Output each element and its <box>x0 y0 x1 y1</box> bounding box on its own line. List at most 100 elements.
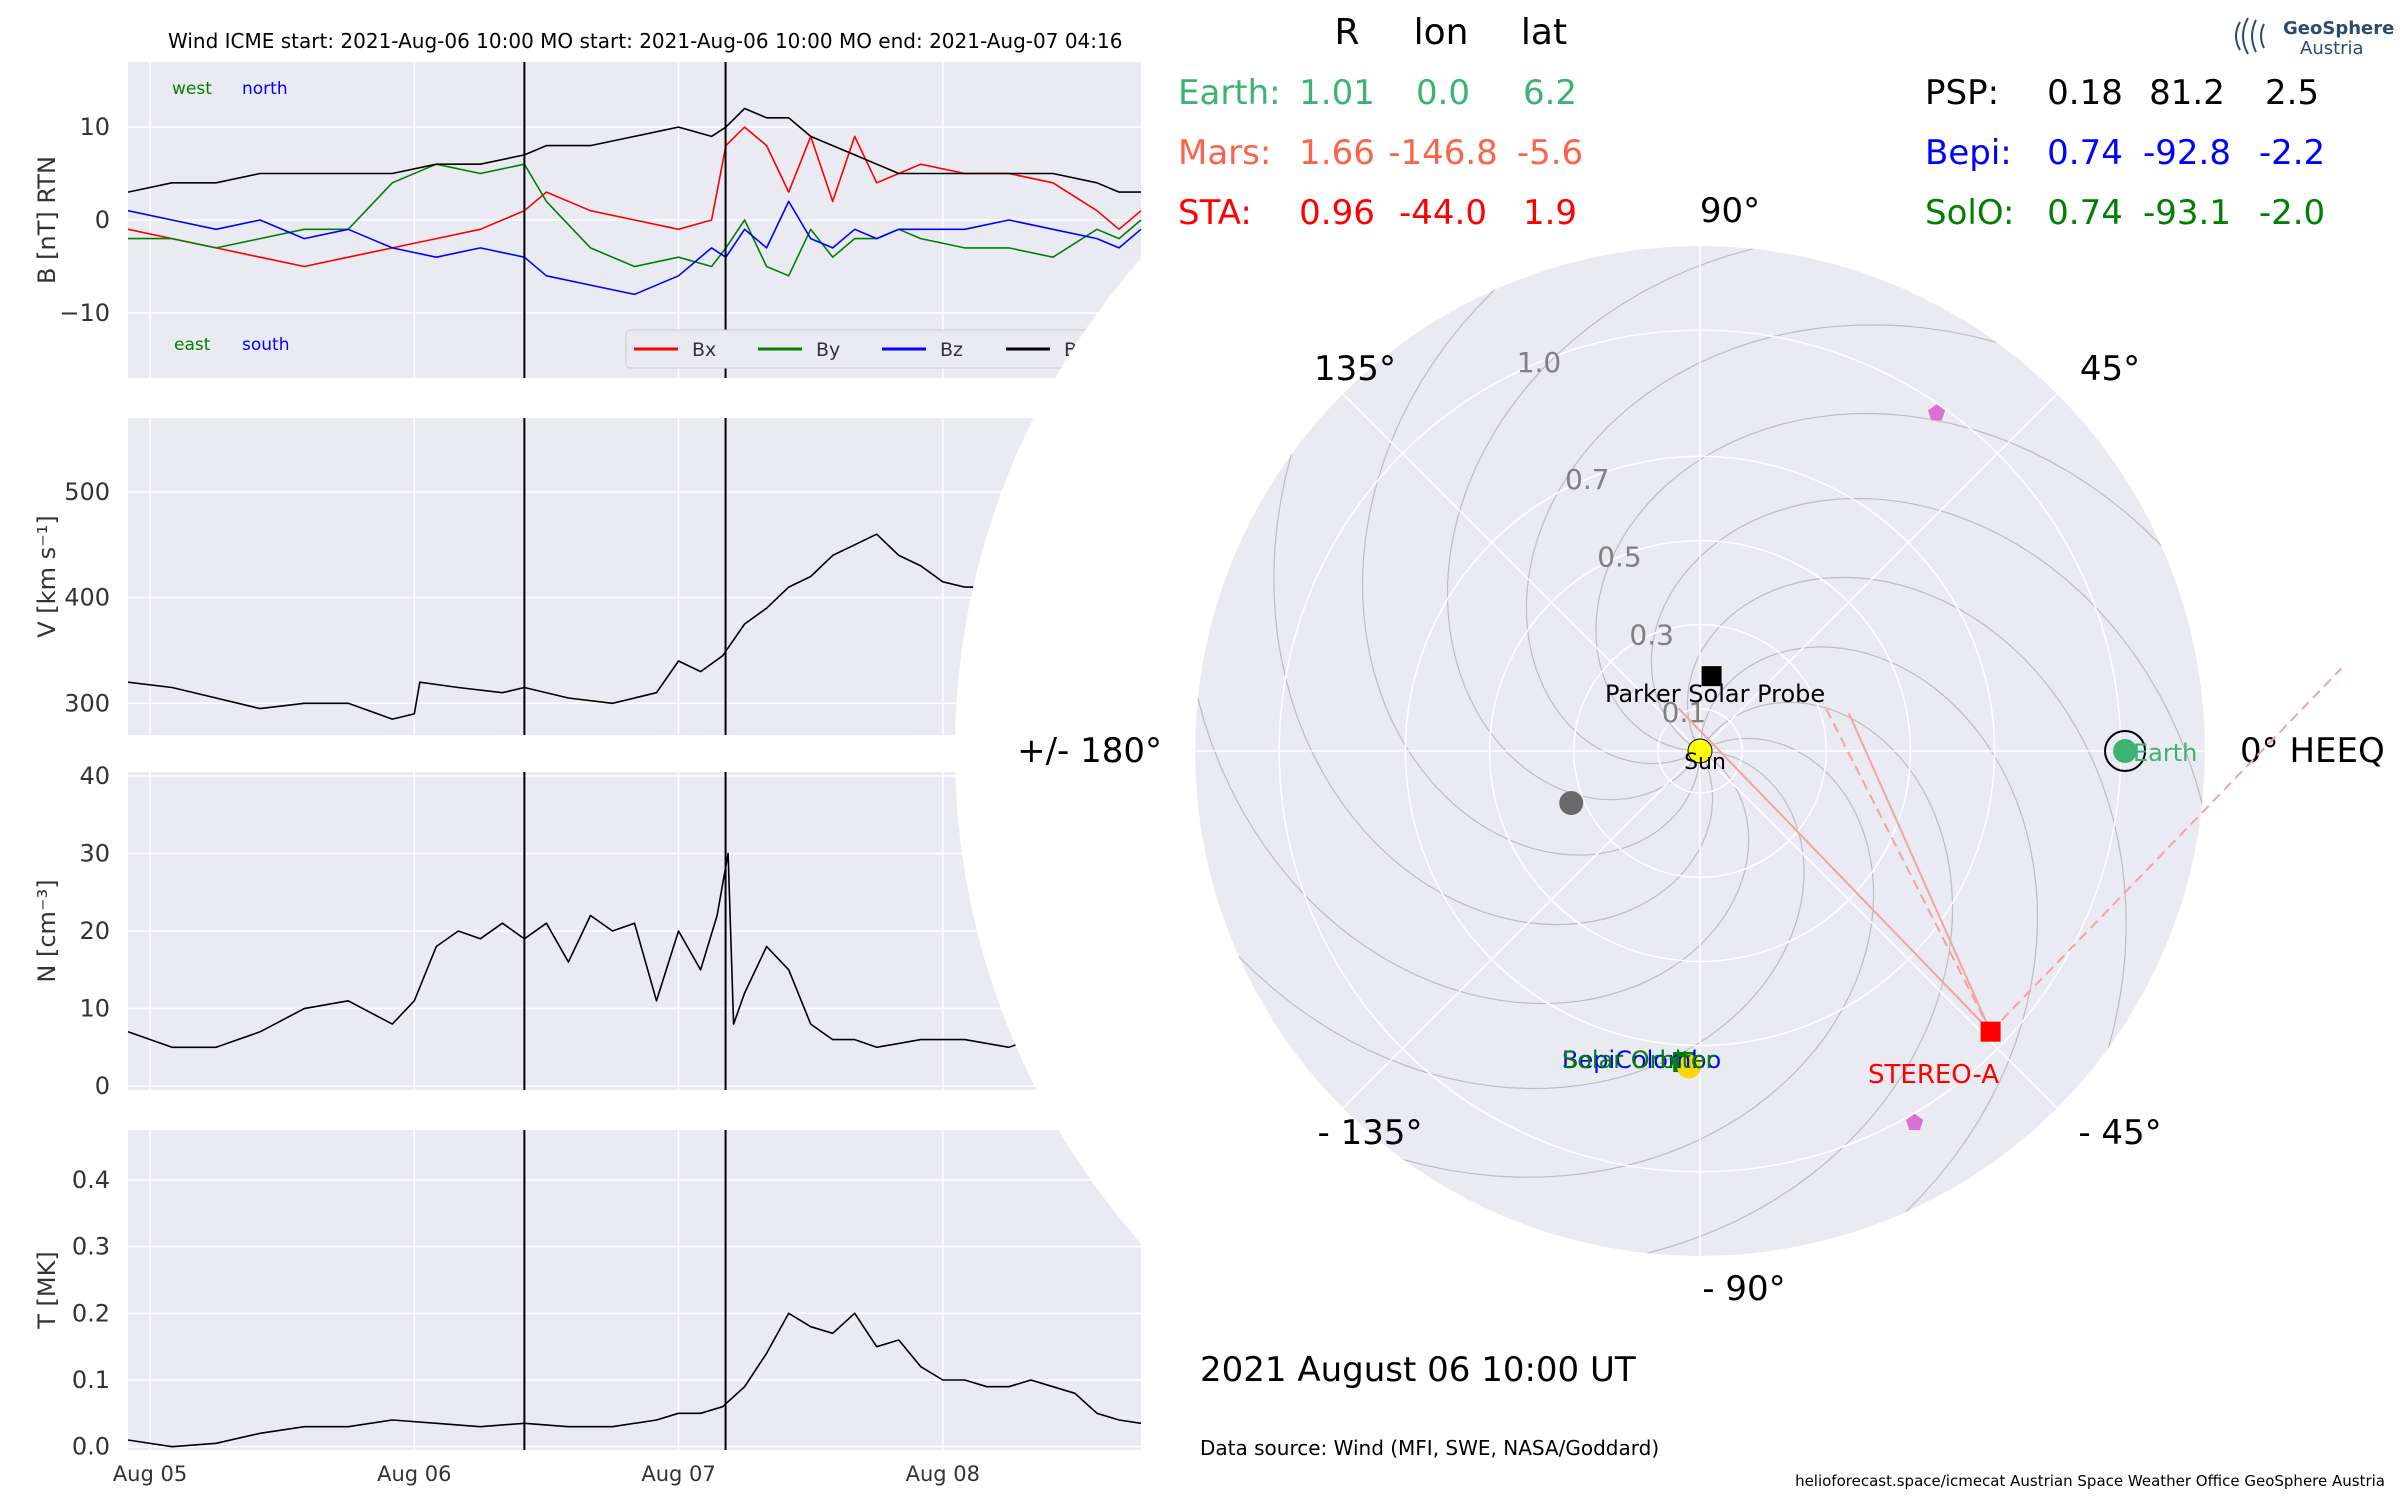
legend-label: Bz <box>940 339 963 361</box>
theta-tick-label: 90° <box>1700 191 1760 231</box>
theta-tick-label: - 90° <box>1702 1269 1785 1309</box>
r-tick-label: 0.7 <box>1565 463 1610 496</box>
y-tick-label: 0 <box>95 1072 110 1100</box>
legend: Bx By Bz Btotal <box>625 329 1129 369</box>
geosphere-logo-icon <box>2235 17 2265 55</box>
row-r: 0.74 <box>2047 133 2123 173</box>
row-name: Earth: <box>1178 73 1281 113</box>
row-lon: -93.1 <box>2143 193 2231 233</box>
table-header-lon: lon <box>1414 12 1469 53</box>
earth-label: Earth <box>2133 739 2197 767</box>
y-axis-label: V [km s⁻¹] <box>33 515 61 637</box>
theta-tick-label: - 45° <box>2078 1113 2161 1153</box>
sta-fov-line <box>1677 707 1992 1033</box>
row-name: SolO: <box>1925 193 2014 233</box>
panel-4: Aug 05 Aug 06 Aug 07 Aug 08 0.0 0.1 0.2 0.3 0.4 T… <box>33 1130 1142 1486</box>
data-source-label: Data source: Wind (MFI, SWE, NASA/Goddar… <box>1200 1436 1659 1460</box>
y-tick-label: 20 <box>79 917 110 945</box>
annotation-south: south <box>242 335 289 355</box>
parker-solar-probe-marker <box>1701 666 1722 687</box>
y-axis-label: B [nT] RTN <box>33 156 61 284</box>
sun-marker <box>1687 738 1713 764</box>
date-label: 2021 August 06 10:00 UT <box>1200 1350 1636 1390</box>
panel-background <box>128 1130 1141 1450</box>
annotation-east: east <box>174 335 211 355</box>
row-lat: 2.5 <box>2265 73 2319 113</box>
legend-label: By <box>816 339 840 361</box>
logo-line1: GeoSphere <box>2283 18 2394 39</box>
theta-tick-label: - 135° <box>1318 1113 1423 1153</box>
geosphere-logo: GeoSphere Austria <box>2235 17 2394 59</box>
row-r: 0.96 <box>1299 193 1375 233</box>
row-r: 0.18 <box>2047 73 2123 113</box>
row-r: 1.66 <box>1299 133 1375 173</box>
solar-orbiter-label: Solar Orbiter <box>1562 1046 1716 1074</box>
y-tick-label: 0.1 <box>72 1366 110 1394</box>
annotation-north: north <box>242 79 288 99</box>
r-gridcircle <box>1488 539 1912 963</box>
y-tick-label: 10 <box>79 113 110 141</box>
annotation-west: west <box>172 79 212 99</box>
series-line-n <box>127 852 1142 1049</box>
r-gridcircle <box>1657 708 1743 794</box>
r-tick-label: 1.0 <box>1517 346 1562 379</box>
y-axis-label: N [cm⁻³] <box>33 879 61 982</box>
y-tick-label: 300 <box>64 689 110 717</box>
row-name: PSP: <box>1925 73 1999 113</box>
y-tick-label: 40 <box>79 762 110 790</box>
figure-header: Wind ICME start: 2021-Aug-06 10:00 MO st… <box>168 29 1122 53</box>
y-tick-label: 30 <box>79 839 110 867</box>
series-line-t <box>127 1312 1142 1448</box>
sta-fov-line <box>1847 712 1992 1033</box>
theta-tick-label: 45° <box>2080 349 2140 389</box>
table-row-left: STA: 0.96 -44.0 1.9 <box>1178 193 1577 233</box>
pentagon-marker <box>1906 1113 1924 1130</box>
y-tick-label: 0 <box>95 206 110 234</box>
r-gridcircle <box>1573 624 1827 878</box>
table-row-right: PSP: 0.18 81.2 2.5 <box>1925 73 2319 113</box>
row-lat: 1.9 <box>1523 193 1577 233</box>
y-tick-label: 500 <box>64 478 110 506</box>
sun-label: Sun <box>1684 750 1726 775</box>
panel-1: −10 0 10 B [nT] RTN west north east south Bx By Bz… <box>33 62 1142 378</box>
table-header-lat: lat <box>1521 12 1567 53</box>
r-gridcircle <box>1404 455 1996 1047</box>
psp-label: Parker Solar Probe <box>1605 680 1825 708</box>
x-tick-label: Aug 07 <box>641 1462 715 1486</box>
y-axis-label: T [MK] <box>33 1251 61 1329</box>
row-lon: 0.0 <box>1416 73 1470 113</box>
row-lon: -92.8 <box>2143 133 2231 173</box>
marker-marker <box>1676 1054 1701 1079</box>
pentagon-marker <box>1928 404 1946 421</box>
polar-mask <box>955 6 2400 1496</box>
row-lat: -2.0 <box>2259 193 2325 233</box>
stereo-a-label: STEREO-A <box>1868 1060 1999 1090</box>
y-tick-label: 0.0 <box>72 1433 110 1461</box>
y-tick-label: −10 <box>59 299 110 327</box>
footer-credits: helioforecast.space/icmecat Austrian Spa… <box>1795 1472 2385 1490</box>
table-header-r: R <box>1334 12 1359 53</box>
row-lat: -2.2 <box>2259 133 2325 173</box>
x-tick-label: Aug 08 <box>906 1462 980 1486</box>
logo-line2: Austria <box>2300 38 2364 59</box>
sta-fov-line <box>1989 667 2343 1033</box>
table-row-right: SolO: 0.74 -93.1 -2.0 <box>1925 193 2325 233</box>
row-lon: -146.8 <box>1388 133 1498 173</box>
table-row-left: Earth: 1.01 0.0 6.2 <box>1178 73 1577 113</box>
y-tick-label: 0.2 <box>72 1299 110 1327</box>
y-tick-label: 400 <box>64 584 110 612</box>
row-lat: 6.2 <box>1523 73 1577 113</box>
y-tick-label: 0.3 <box>72 1233 110 1261</box>
theta-tick-label: 135° <box>1314 349 1396 389</box>
row-lat: -5.6 <box>1517 133 1583 173</box>
table-row-right: Bepi: 0.74 -92.8 -2.2 <box>1925 133 2325 173</box>
row-name: Mars: <box>1178 133 1271 173</box>
row-r: 1.01 <box>1299 73 1375 113</box>
stereo-a-marker <box>1980 1021 2001 1042</box>
theta-tick-label: 0° HEEQ <box>2240 731 2385 771</box>
row-name: STA: <box>1178 193 1252 233</box>
marker-marker <box>1559 791 1584 816</box>
